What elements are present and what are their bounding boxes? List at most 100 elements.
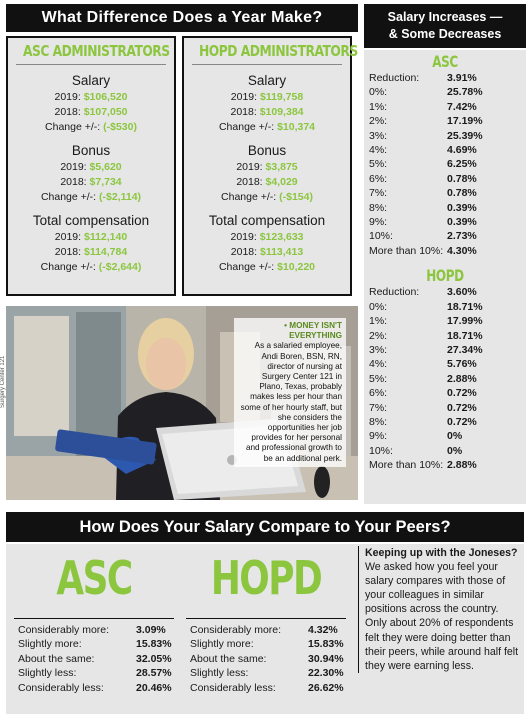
- increases-hopd-row: 2%: 18.71%: [364, 329, 526, 343]
- hopd-salary-2018: 2018: $109,384: [230, 106, 304, 118]
- nurse-photo: • MONEY ISN'T EVERYTHING As a salaried e…: [6, 306, 358, 500]
- hopd-salary-title: Salary: [247, 73, 287, 88]
- peers-hopd-list: Considerably more: 4.32% Slightly more: 15.…: [182, 623, 350, 695]
- increases-hopd-label: More than 10%:: [369, 459, 444, 472]
- increases-hopd-title: HOPD: [426, 266, 464, 286]
- increases-asc-value: 4.30%: [447, 244, 477, 257]
- increases-asc-label: 4%:: [369, 144, 388, 157]
- peers-hopd-label: About the same:: [190, 652, 267, 665]
- photo-caption: • MONEY ISN'T EVERYTHING As a salaried e…: [234, 318, 346, 467]
- peers-asc-label: Slightly more:: [18, 638, 82, 651]
- hopd-bonus-change: Change +/-: (-$154): [221, 191, 313, 203]
- peers-asc-value: 15.83%: [136, 638, 172, 651]
- asc-salary-2019: 2019: $106,520: [54, 91, 128, 103]
- increases-asc-title: ASC: [432, 52, 458, 71]
- increases-asc-row: 0%: 25.78%: [364, 85, 526, 99]
- increases-hopd-row: 6%: 0.72%: [364, 386, 526, 400]
- peers-asc-column: ASC Considerably more: 3.09% Slightly more…: [10, 544, 178, 695]
- peers-hopd-value: 26.62%: [308, 681, 344, 694]
- peers-asc-value: 32.05%: [136, 652, 172, 665]
- increases-asc-row: 6%: 0.78%: [364, 172, 526, 186]
- hopd-bonus-section: Bonus 2019: $3,875 2018: $4,029 Change +…: [184, 143, 350, 205]
- increases-asc-row: 3%: 25.39%: [364, 129, 526, 143]
- asc-total-change: Change +/-: (-$2,644): [40, 261, 142, 273]
- increases-asc-label: 8%:: [369, 201, 388, 214]
- increases-asc-value: 3.91%: [447, 72, 477, 84]
- asc-total-2018: 2018: $114,784: [54, 246, 128, 258]
- increases-hopd-row: 1%: 17.99%: [364, 314, 526, 328]
- asc-total-title: Total compensation: [32, 213, 150, 228]
- peers-hopd-row: Slightly less: 22.30%: [182, 666, 350, 680]
- increases-hopd-label: 10%:: [369, 444, 393, 457]
- increases-hopd-row: 4%: 5.76%: [364, 357, 526, 371]
- increases-asc-value: 0.39%: [447, 201, 477, 214]
- asc-total-section: Total compensation 2019: $112,140 2018: …: [8, 213, 174, 275]
- hopd-bonus-2019: 2019: $3,875: [236, 161, 298, 173]
- photo-caption-title: • MONEY ISN'T EVERYTHING: [284, 321, 342, 341]
- increases-hopd-row: More than 10%: 2.88%: [364, 458, 526, 472]
- increases-hopd-value: 17.99%: [447, 315, 483, 328]
- increases-asc-value: 0.39%: [447, 216, 477, 229]
- increases-hopd-label: 5%:: [369, 372, 388, 385]
- increases-hopd-row: 0%: 18.71%: [364, 300, 526, 314]
- increases-asc-value: 17.19%: [447, 115, 483, 128]
- asc-bonus-section: Bonus 2019: $5,620 2018: $7,734 Change +…: [8, 143, 174, 205]
- peers-asc-label: Considerably less:: [18, 681, 104, 694]
- increases-asc-label: 1%:: [369, 100, 388, 113]
- asc-bonus-change: Change +/-: (-$2,114): [40, 191, 142, 203]
- asc-salary-section: Salary 2019: $106,520 2018: $107,050 Cha…: [8, 73, 174, 135]
- hopd-total-section: Total compensation 2019: $123,633 2018: …: [184, 213, 350, 275]
- increases-hopd-value: 5.76%: [447, 358, 477, 371]
- increases-hopd-label: 9%:: [369, 430, 388, 443]
- increases-asc-row: 8%: 0.39%: [364, 201, 526, 215]
- increases-asc-label: 9%:: [369, 216, 388, 229]
- increases-hopd-row: 3%: 27.34%: [364, 343, 526, 357]
- salary-increases-panel: ASC Reduction: 3.91% 0%: 25.78% 1%: 7.42% 2%: 1…: [364, 50, 526, 504]
- peers-asc-label: Considerably more:: [18, 624, 110, 636]
- hopd-total-2019: 2019: $123,633: [230, 231, 304, 243]
- peers-hopd-label: Considerably more:: [190, 624, 282, 636]
- increases-hopd-label: Reduction:: [369, 286, 420, 299]
- asc-box-header: ASC ADMINISTRATORS: [22, 42, 170, 60]
- hopd-salary-change: Change +/-: $10,374: [218, 121, 316, 133]
- hopd-total-title: Total compensation: [208, 213, 326, 228]
- peers-banner-title: How Does Your Salary Compare to Your Pee…: [6, 512, 524, 542]
- asc-box-divider: [16, 64, 166, 65]
- increases-asc-label: 5%:: [369, 158, 388, 171]
- peers-comparison-area: ASC Considerably more: 3.09% Slightly more…: [6, 544, 524, 714]
- increases-hopd-value: 0%: [447, 444, 463, 457]
- peers-asc-row: Slightly more: 15.83%: [10, 637, 178, 651]
- hopd-salary-2019: 2019: $119,758: [230, 91, 304, 103]
- asc-salary-title: Salary: [71, 73, 111, 88]
- peers-asc-value: 20.46%: [136, 681, 172, 694]
- increases-asc-label: 0%:: [369, 86, 388, 99]
- increases-asc-row: 1%: 7.42%: [364, 100, 526, 114]
- increases-hopd-value: 3.60%: [447, 286, 477, 299]
- hopd-administrators-box: HOPD ADMINISTRATORS Salary 2019: $119,75…: [182, 36, 358, 296]
- peers-hopd-title: HOPD: [210, 551, 323, 605]
- increases-asc-label: 3%:: [369, 129, 388, 142]
- photo-credit: Surgery Center 121: [0, 355, 6, 408]
- increases-hopd-label: 2%:: [369, 329, 388, 342]
- peers-hopd-column: HOPD Considerably more: 4.32% Slightly mor…: [182, 544, 350, 695]
- hopd-salary-section: Salary 2019: $119,758 2018: $109,384 Cha…: [184, 73, 350, 135]
- salary-increases-header: Salary Increases — & Some Decreases: [364, 4, 526, 48]
- increases-hopd-row: 5%: 2.88%: [364, 372, 526, 386]
- peers-asc-list: Considerably more: 3.09% Slightly more: 15.…: [10, 623, 178, 695]
- increases-hopd-row: 8%: 0.72%: [364, 415, 526, 429]
- increases-asc-value: 0.78%: [447, 172, 477, 185]
- increases-asc-row: 10%: 2.73%: [364, 229, 526, 243]
- peers-hopd-value: 15.83%: [308, 638, 344, 651]
- asc-administrators-box: ASC ADMINISTRATORS Salary 2019: $106,520…: [6, 36, 176, 296]
- hopd-box-header: HOPD ADMINISTRATORS: [198, 42, 358, 60]
- joneses-body: We asked how you feel your salary compar…: [365, 561, 519, 672]
- peers-asc-value: 28.57%: [136, 667, 172, 680]
- increases-asc-row: Reduction: 3.91%: [364, 71, 526, 85]
- peers-asc-value: 3.09%: [136, 624, 166, 636]
- salary-increases-title-line1: Salary Increases —: [387, 10, 503, 24]
- joneses-title: Keeping up with the Joneses?: [365, 547, 518, 559]
- increases-hopd-value: 0.72%: [447, 401, 477, 414]
- increases-hopd-label: 4%:: [369, 358, 388, 371]
- increases-asc-row: 2%: 17.19%: [364, 114, 526, 128]
- peers-asc-label: Slightly less:: [18, 667, 77, 680]
